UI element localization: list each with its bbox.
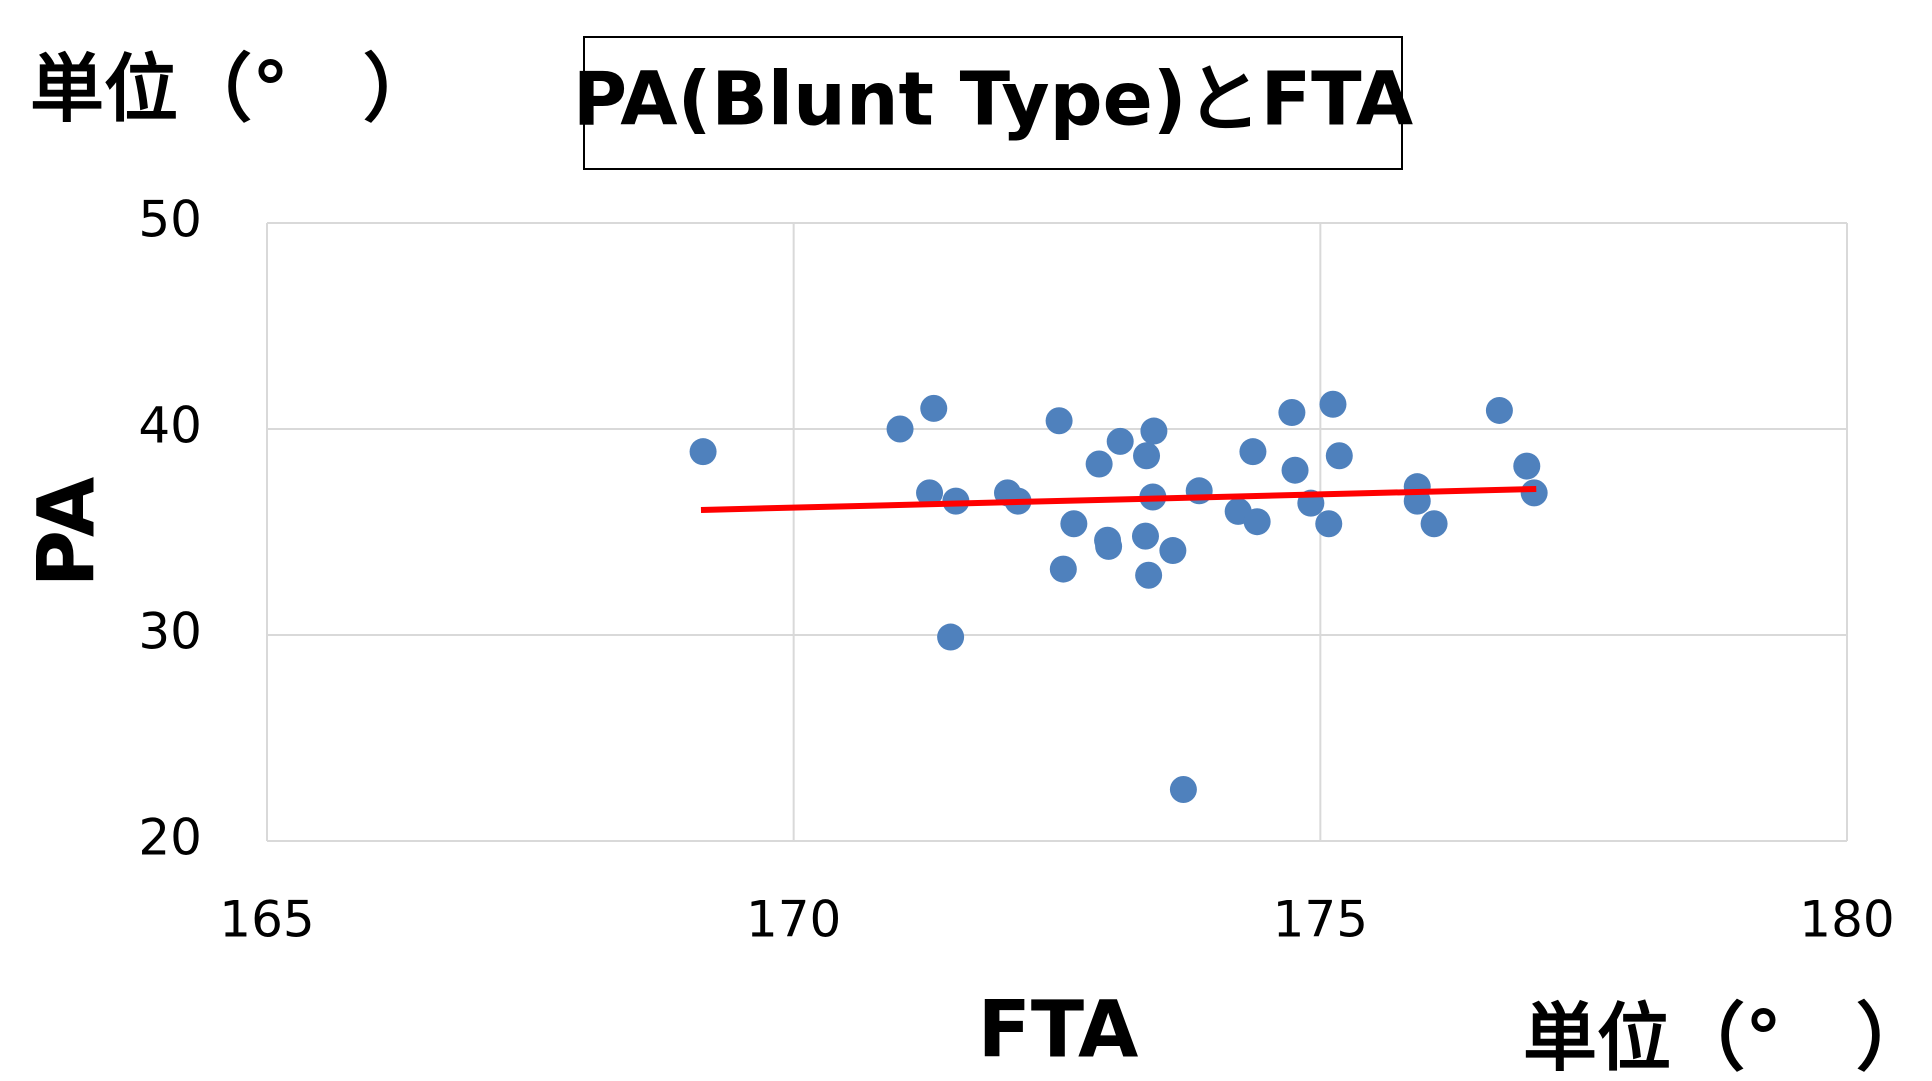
point: [937, 623, 965, 651]
point: [1106, 427, 1134, 455]
point: [1135, 561, 1163, 589]
point: [1060, 510, 1088, 538]
x-axis-label: FTA: [978, 985, 1139, 1075]
y-tick-label: 40: [138, 397, 202, 455]
point: [920, 394, 948, 422]
chart-title: PA(Blunt Type)とFTA: [573, 57, 1413, 143]
point: [1095, 532, 1123, 560]
y-tick-label: 30: [138, 603, 202, 661]
point: [1159, 537, 1187, 565]
point: [1085, 450, 1113, 478]
y-tick-label: 50: [138, 191, 202, 249]
point: [1281, 456, 1309, 484]
trendline: [700, 485, 1537, 513]
point: [1239, 438, 1267, 466]
point: [1133, 442, 1161, 470]
x-tick-label: 175: [1273, 891, 1368, 949]
y-axis-label: PA: [22, 477, 112, 587]
point: [1319, 390, 1347, 418]
point: [1278, 399, 1306, 427]
x-tick-label: 180: [1799, 891, 1894, 949]
point: [1169, 776, 1197, 803]
point: [1420, 510, 1448, 538]
x-tick-label: 170: [746, 891, 841, 949]
point: [1140, 417, 1168, 445]
point: [886, 415, 914, 443]
point: [1485, 396, 1513, 424]
point: [916, 479, 944, 507]
point: [1315, 510, 1343, 538]
point: [689, 438, 717, 466]
y-unit: 単位（° ）: [30, 47, 437, 133]
title-box: [583, 36, 1403, 170]
x-tick-label: 165: [219, 891, 314, 949]
point: [1049, 555, 1077, 583]
x-unit: 単位（° ）: [1523, 996, 1930, 1081]
y-tick-label: 20: [138, 809, 202, 867]
point: [1325, 442, 1353, 470]
point: [1131, 522, 1159, 550]
point: [1520, 479, 1548, 507]
point: [1513, 452, 1541, 480]
point: [1045, 407, 1073, 435]
point: [1243, 508, 1271, 536]
